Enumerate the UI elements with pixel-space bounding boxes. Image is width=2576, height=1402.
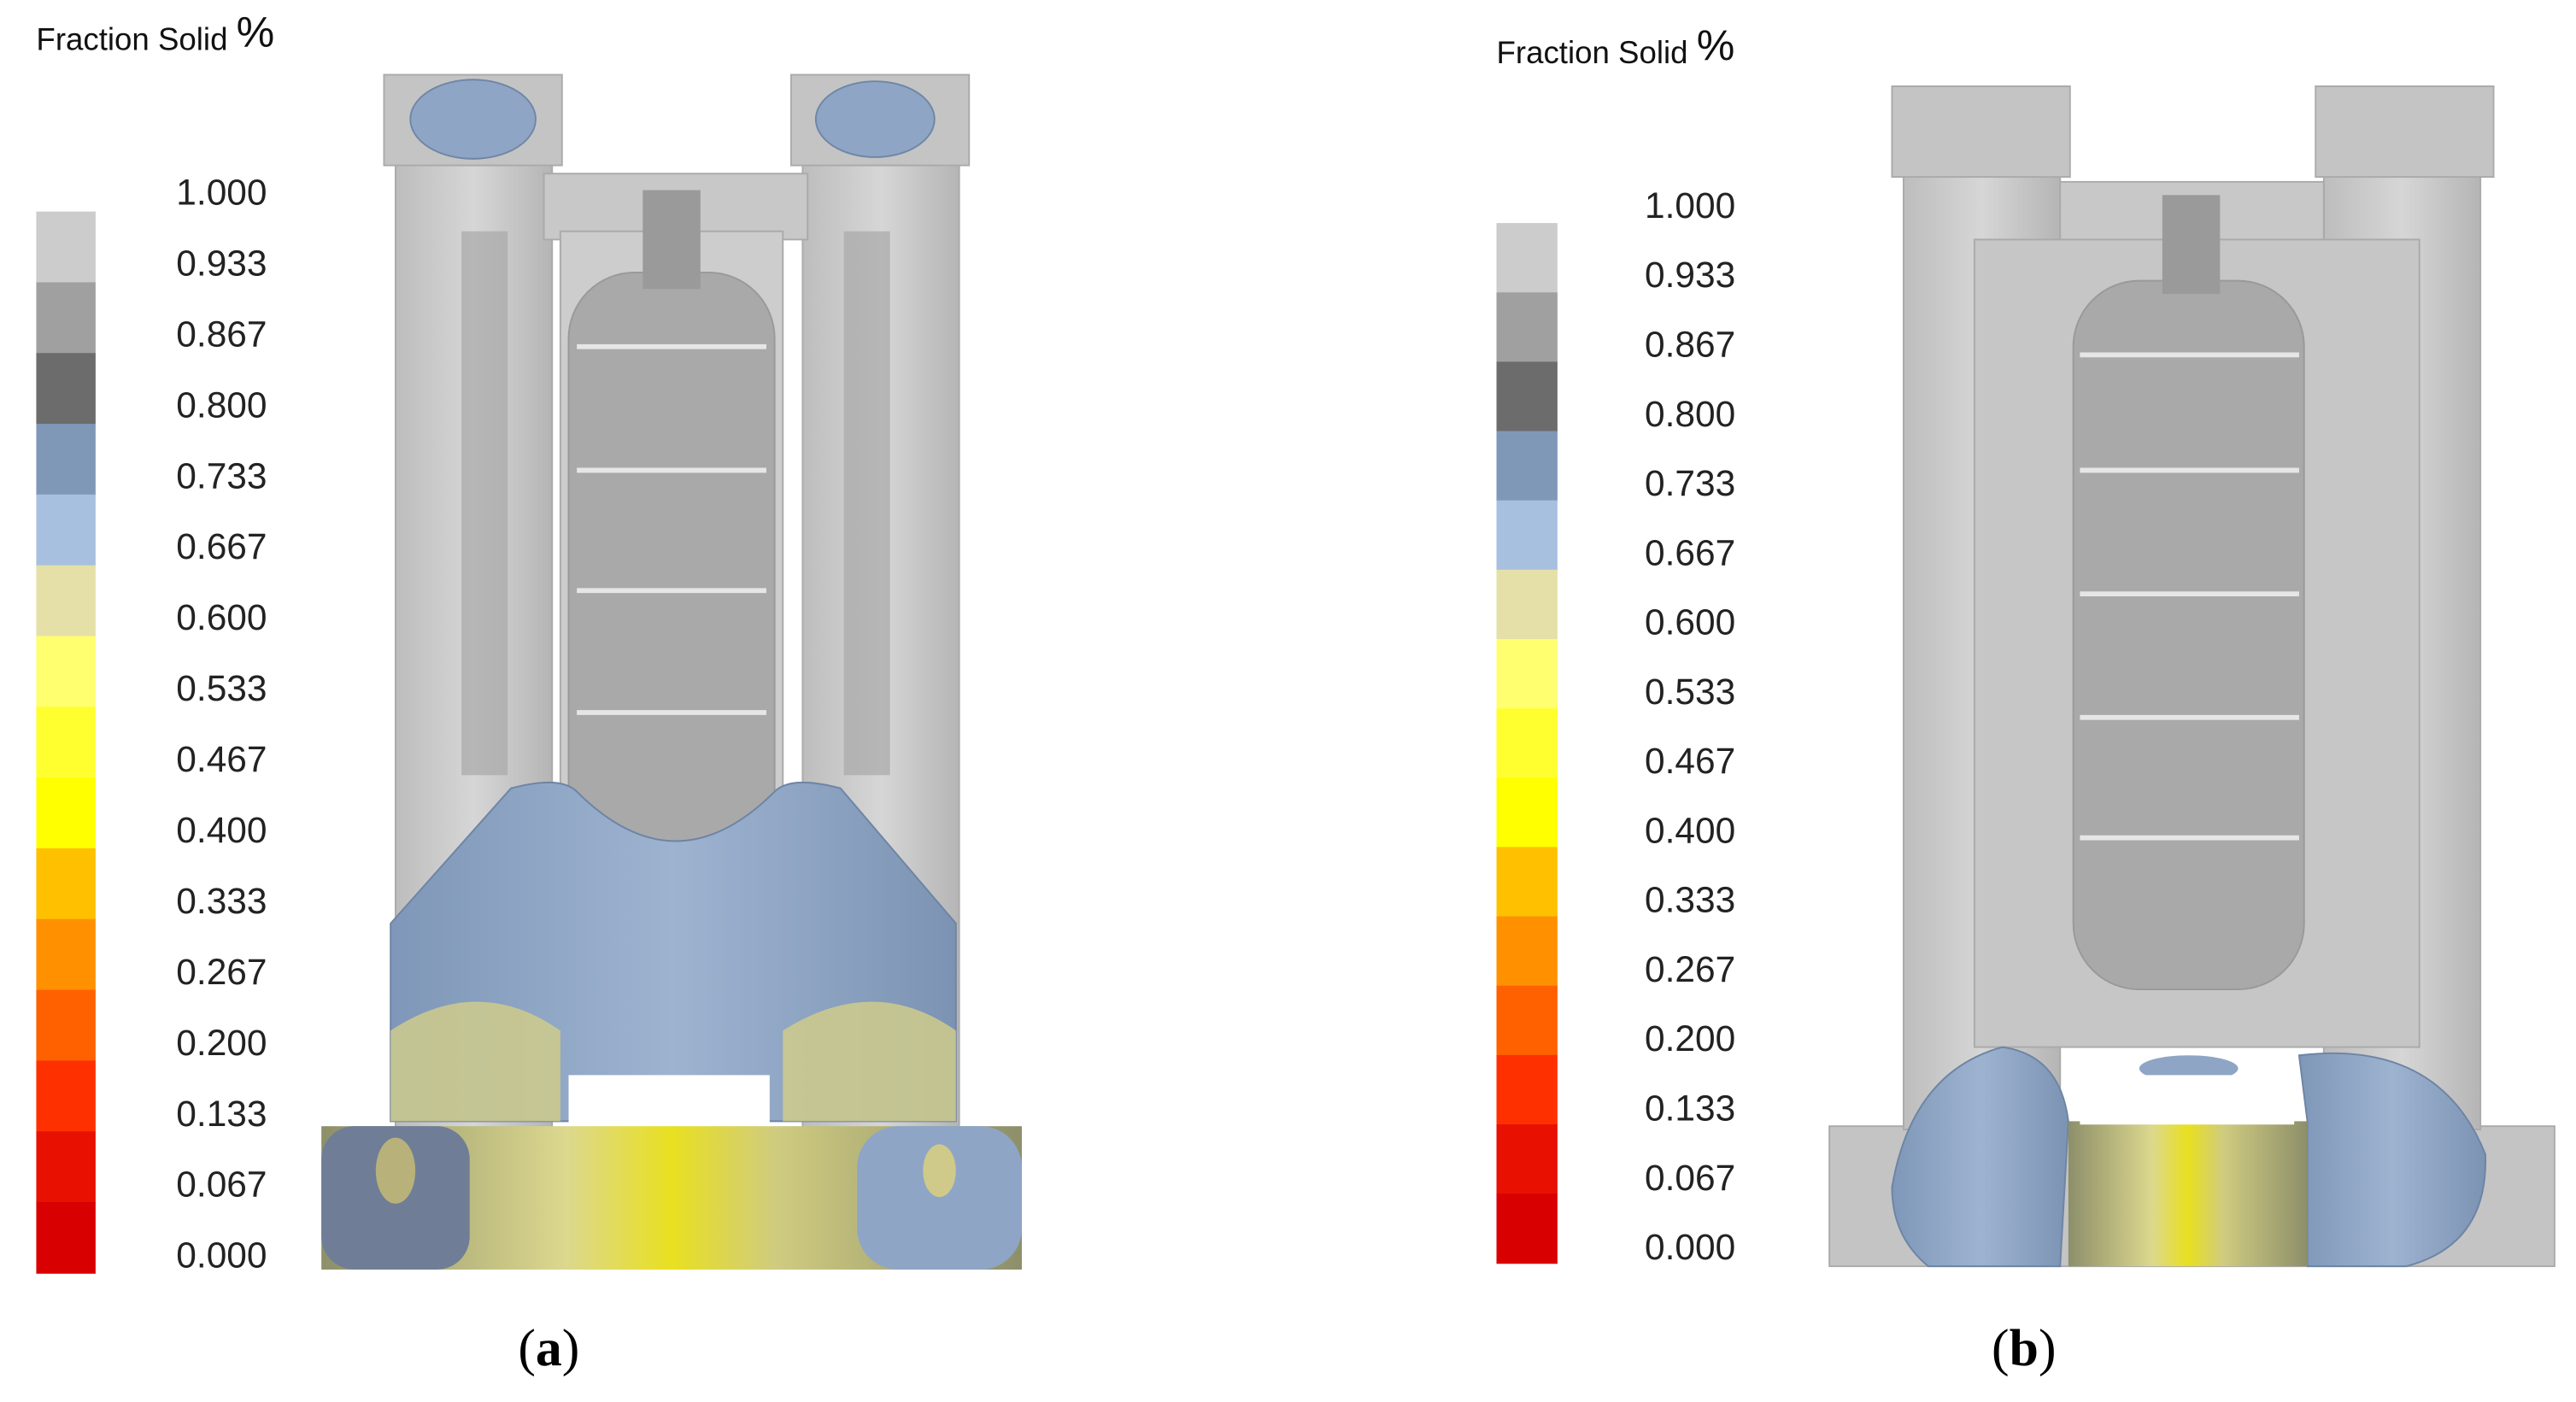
color-band bbox=[1496, 569, 1558, 640]
caption-open: ( bbox=[518, 1319, 536, 1377]
color-band bbox=[1496, 916, 1558, 987]
caption: (b) bbox=[1992, 1319, 2056, 1377]
color-band bbox=[36, 353, 96, 425]
legend-label: 0.933 bbox=[176, 243, 267, 283]
legend-label: 1.000 bbox=[1645, 185, 1735, 226]
legend-label: 0.533 bbox=[176, 668, 267, 708]
legend-label: 0.067 bbox=[1645, 1158, 1735, 1198]
legend-label: 0.867 bbox=[1645, 324, 1735, 364]
caption-close: ) bbox=[2039, 1319, 2057, 1377]
color-band bbox=[36, 424, 96, 496]
legend-label: 0.200 bbox=[1645, 1018, 1735, 1059]
color-band bbox=[1496, 500, 1558, 571]
color-band bbox=[1496, 708, 1558, 779]
color-band bbox=[36, 565, 96, 637]
legend-label: 0.400 bbox=[176, 810, 267, 850]
color-band bbox=[1496, 292, 1558, 363]
legend-label: 0.800 bbox=[176, 384, 267, 425]
casting-a bbox=[321, 73, 1022, 1270]
color-band bbox=[36, 1202, 96, 1274]
legend-label: 1.000 bbox=[176, 173, 267, 213]
legend-title-text: Fraction Solid bbox=[36, 22, 227, 57]
color-band bbox=[1496, 223, 1558, 294]
caption-letter: a bbox=[536, 1319, 562, 1377]
color-band bbox=[1496, 638, 1558, 710]
legend-label: 0.533 bbox=[1645, 672, 1735, 712]
caption-open: ( bbox=[1992, 1319, 2010, 1377]
caption-letter: b bbox=[2010, 1319, 2039, 1377]
caption-close: ) bbox=[562, 1319, 580, 1377]
legend-label: 0.467 bbox=[176, 739, 267, 779]
legend-label: 0.867 bbox=[176, 314, 267, 354]
legend-label: 0.600 bbox=[176, 597, 267, 637]
legend-title: Fraction Solid % bbox=[36, 9, 274, 57]
color-band bbox=[1496, 1194, 1558, 1264]
legend-label: 0.000 bbox=[176, 1235, 267, 1276]
legend-label: 0.267 bbox=[176, 952, 267, 992]
color-band bbox=[36, 707, 96, 779]
color-band bbox=[1496, 1123, 1558, 1195]
color-band bbox=[36, 636, 96, 708]
legend-label: 0.733 bbox=[1645, 463, 1735, 503]
color-band bbox=[36, 777, 96, 849]
legend-title-text: Fraction Solid bbox=[1497, 35, 1688, 70]
legend-label: 0.133 bbox=[176, 1094, 267, 1134]
legend-title: Fraction Solid % bbox=[1497, 21, 1735, 70]
legend-label: 0.467 bbox=[1645, 741, 1735, 781]
color-band bbox=[1496, 847, 1558, 918]
panel: Fraction Solid % 1.000 0.933 0.867 0.800 0.73… bbox=[1496, 21, 2057, 1377]
legend-label: 0.800 bbox=[1645, 394, 1735, 434]
legend-label: 0.333 bbox=[176, 881, 267, 921]
color-band bbox=[36, 1131, 96, 1204]
color-band bbox=[1496, 777, 1558, 848]
legend-label: 0.733 bbox=[176, 455, 267, 496]
legend-label: 0.200 bbox=[176, 1023, 267, 1063]
color-band bbox=[1496, 431, 1558, 502]
legend-label: 0.400 bbox=[1645, 810, 1735, 850]
color-band bbox=[1496, 985, 1558, 1056]
legend-unit: % bbox=[1697, 21, 1735, 69]
legend-label: 0.000 bbox=[1645, 1227, 1735, 1267]
legend-label: 0.267 bbox=[1645, 949, 1735, 989]
legend-label: 0.667 bbox=[176, 526, 267, 566]
casting-b bbox=[1828, 85, 2555, 1268]
legend-label: 0.933 bbox=[1645, 255, 1735, 295]
color-band bbox=[1496, 1054, 1558, 1125]
legend-label: 0.333 bbox=[1645, 880, 1735, 920]
color-band bbox=[1496, 361, 1558, 432]
color-band bbox=[36, 1060, 96, 1133]
color-band bbox=[36, 282, 96, 355]
color-band bbox=[36, 848, 96, 920]
color-band bbox=[36, 918, 96, 991]
color-band bbox=[36, 494, 96, 566]
caption: (a) bbox=[518, 1319, 579, 1377]
legend-unit: % bbox=[237, 9, 275, 56]
panels: Fraction Solid % 1.000 0.933 0.867 0.800 0.73… bbox=[36, 9, 2057, 1377]
legend-label: 0.133 bbox=[1645, 1088, 1735, 1129]
panel: Fraction Solid % 1.000 0.933 0.867 0.800 0.73… bbox=[36, 9, 579, 1377]
color-band bbox=[36, 989, 96, 1062]
legend-label: 0.067 bbox=[176, 1164, 267, 1205]
legend-label: 0.600 bbox=[1645, 602, 1735, 642]
legend-label: 0.667 bbox=[1645, 532, 1735, 572]
color-band bbox=[36, 211, 96, 284]
